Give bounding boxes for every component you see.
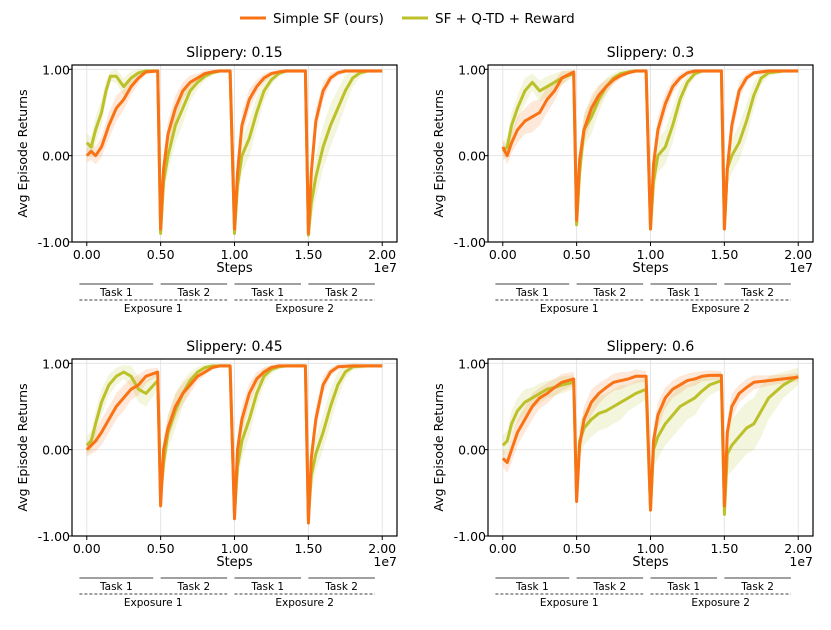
x-offset-label: 1e7 bbox=[789, 554, 813, 569]
exposure-label: Exposure 2 bbox=[275, 597, 334, 609]
x-tick-label: 0.50 bbox=[147, 247, 175, 262]
x-tick-label: 1.50 bbox=[294, 541, 322, 556]
x-tick-label: 0.50 bbox=[563, 541, 591, 556]
legend: Simple SF (ours) SF + Q-TD + Reward bbox=[240, 11, 575, 27]
y-tick-label: 1.00 bbox=[458, 356, 486, 371]
y-tick-label: 1.00 bbox=[42, 356, 70, 371]
exposure-label: Exposure 2 bbox=[275, 303, 334, 315]
x-tick-label: 0.00 bbox=[489, 541, 517, 556]
x-tick-label: 1.00 bbox=[637, 247, 665, 262]
x-axis-label: Steps bbox=[632, 555, 669, 570]
series-band-sf-q-td-reward bbox=[502, 69, 799, 234]
x-tick-label: 1.00 bbox=[221, 247, 249, 262]
chart-slippery-03: Slippery: 0.30.00 0.50 1.00 1.50 2.00-1.000.… bbox=[431, 45, 814, 315]
x-tick-label: 0.00 bbox=[489, 247, 517, 262]
exposure-label: Exposure 1 bbox=[540, 597, 599, 609]
x-offset-label: 1e7 bbox=[373, 260, 397, 275]
y-axis-label: Avg Episode Returns bbox=[431, 89, 446, 217]
x-tick-label: 0.00 bbox=[73, 541, 101, 556]
task-label: Task 2 bbox=[740, 287, 774, 299]
series-band-sf-q-td-reward bbox=[502, 367, 799, 519]
task-label: Task 1 bbox=[666, 581, 700, 593]
x-tick-label: 2.00 bbox=[368, 247, 396, 262]
y-tick-label: -1.00 bbox=[454, 235, 486, 250]
task-label: Task 1 bbox=[515, 287, 549, 299]
legend-label-sf-qtd-reward: SF + Q-TD + Reward bbox=[435, 11, 575, 27]
task-label: Task 1 bbox=[666, 287, 700, 299]
x-tick-label: 1.50 bbox=[294, 247, 322, 262]
exposure-label: Exposure 1 bbox=[124, 303, 183, 315]
series-line-simple-sf-ours bbox=[85, 364, 383, 525]
y-tick-label: 0.00 bbox=[458, 149, 486, 164]
x-tick-label: 1.50 bbox=[710, 541, 738, 556]
task-label: Task 2 bbox=[324, 287, 358, 299]
chart-panel-2: Slippery: 0.3 0.00 0.50 1.00 1.50 2.00 -1.00 0.… bbox=[416, 36, 831, 336]
task-label: Task 2 bbox=[177, 287, 211, 299]
series-line-simple-sf-ours bbox=[85, 69, 383, 235]
x-tick-label: 0.00 bbox=[73, 247, 101, 262]
task-label: Task 2 bbox=[740, 581, 774, 593]
x-axis-label: Steps bbox=[632, 261, 669, 276]
task-label: Task 2 bbox=[324, 581, 358, 593]
chart-title: Slippery: 0.3 bbox=[607, 45, 695, 61]
exposure-label: Exposure 2 bbox=[691, 303, 750, 315]
chart-panel-1: Slippery: 0.15 0.00 0.50 1.00 1.50 2.00 -1.00 0… bbox=[0, 36, 415, 336]
x-tick-label: 0.50 bbox=[563, 247, 591, 262]
x-tick-label: 0.50 bbox=[147, 541, 175, 556]
x-axis-label: Steps bbox=[216, 555, 253, 570]
chart-title: Slippery: 0.6 bbox=[607, 339, 695, 355]
chart-panel-3: Slippery: 0.45 0.00 0.50 1.00 1.50 2.00 -1.00 0… bbox=[0, 330, 415, 630]
x-tick-label: 2.00 bbox=[368, 541, 396, 556]
x-offset-label: 1e7 bbox=[789, 260, 813, 275]
x-tick-label: 2.00 bbox=[784, 247, 812, 262]
y-tick-label: 1.00 bbox=[458, 62, 486, 77]
series-band-sf-q-td-reward bbox=[86, 363, 383, 523]
legend-entry-simple-sf: Simple SF (ours) bbox=[240, 11, 384, 27]
series-line-simple-sf-ours bbox=[501, 373, 799, 512]
task-label: Task 2 bbox=[593, 287, 627, 299]
task-label: Task 2 bbox=[593, 581, 627, 593]
series-line-simple-sf-ours bbox=[501, 69, 799, 231]
x-tick-label: 2.00 bbox=[784, 541, 812, 556]
y-axis-label: Avg Episode Returns bbox=[431, 383, 446, 511]
chart-panel-4: Slippery: 0.6 0.00 0.50 1.00 1.50 2.00 -1.00 0.… bbox=[416, 330, 831, 630]
series-band-simple-sf-ours bbox=[502, 369, 799, 515]
y-tick-label: 1.00 bbox=[42, 62, 70, 77]
legend-entry-sf-qtd-reward: SF + Q-TD + Reward bbox=[402, 11, 575, 27]
series-band-sf-q-td-reward bbox=[86, 69, 383, 240]
task-label: Task 2 bbox=[177, 581, 211, 593]
task-label: Task 1 bbox=[99, 581, 133, 593]
exposure-label: Exposure 1 bbox=[540, 303, 599, 315]
chart-slippery-045: Slippery: 0.450.00 0.50 1.00 1.50 2.00-1.000… bbox=[15, 339, 398, 609]
x-offset-label: 1e7 bbox=[373, 554, 397, 569]
task-label: Task 1 bbox=[99, 287, 133, 299]
x-tick-label: 1.00 bbox=[637, 541, 665, 556]
y-tick-label: -1.00 bbox=[454, 529, 486, 544]
legend-label-simple-sf: Simple SF (ours) bbox=[273, 11, 384, 27]
x-axis-label: Steps bbox=[216, 261, 253, 276]
chart-slippery-015: Slippery: 0.150.00 0.50 1.00 1.50 2.00-1.000… bbox=[15, 45, 398, 315]
y-tick-label: 0.00 bbox=[42, 443, 70, 458]
chart-title: Slippery: 0.45 bbox=[186, 339, 282, 355]
y-axis-label: Avg Episode Returns bbox=[15, 383, 30, 511]
y-tick-label: -1.00 bbox=[38, 235, 70, 250]
task-label: Task 1 bbox=[250, 287, 284, 299]
exposure-label: Exposure 2 bbox=[691, 597, 750, 609]
chart-title: Slippery: 0.15 bbox=[186, 45, 282, 61]
y-tick-label: -1.00 bbox=[38, 529, 70, 544]
chart-slippery-06: Slippery: 0.60.00 0.50 1.00 1.50 2.00-1.000.… bbox=[431, 339, 814, 609]
x-tick-label: 1.00 bbox=[221, 541, 249, 556]
task-label: Task 1 bbox=[515, 581, 549, 593]
x-tick-label: 1.50 bbox=[710, 247, 738, 262]
task-label: Task 1 bbox=[250, 581, 284, 593]
y-tick-label: 0.00 bbox=[42, 149, 70, 164]
y-axis-label: Avg Episode Returns bbox=[15, 89, 30, 217]
exposure-label: Exposure 1 bbox=[124, 597, 183, 609]
y-tick-label: 0.00 bbox=[458, 443, 486, 458]
